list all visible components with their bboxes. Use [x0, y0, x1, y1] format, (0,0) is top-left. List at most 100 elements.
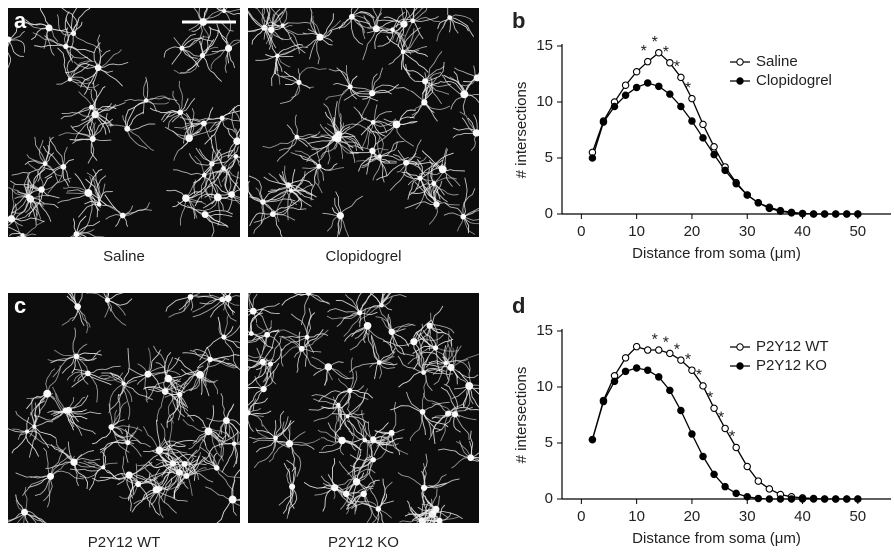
process: [77, 306, 89, 334]
process: [223, 156, 237, 174]
soma: [45, 24, 53, 32]
soma: [179, 45, 185, 51]
legend-marker: [736, 77, 744, 85]
process: [439, 504, 446, 521]
process: [421, 347, 436, 371]
process: [76, 343, 88, 357]
process: [282, 8, 288, 26]
process: [359, 311, 378, 316]
soma: [20, 233, 25, 237]
process: [366, 122, 374, 149]
process: [317, 166, 320, 186]
process: [69, 33, 74, 59]
process: [179, 365, 204, 395]
process: [43, 27, 50, 49]
process: [67, 189, 89, 194]
process: [268, 172, 289, 186]
process: [12, 428, 28, 432]
data-point: [677, 406, 685, 415]
process: [11, 196, 29, 214]
data-point: [710, 470, 718, 479]
process: [71, 293, 79, 307]
process: [319, 440, 343, 453]
process: [184, 449, 198, 465]
soma: [219, 115, 225, 121]
soma: [187, 294, 194, 300]
process: [63, 27, 69, 47]
process: [319, 13, 334, 38]
soma: [185, 134, 193, 142]
process: [461, 77, 478, 87]
process: [341, 440, 362, 451]
process: [53, 349, 77, 357]
process: [413, 341, 421, 367]
process: [8, 30, 25, 40]
data-point: [666, 59, 674, 67]
process: [423, 369, 444, 373]
process: [147, 347, 151, 375]
process: [71, 356, 77, 374]
process: [379, 141, 398, 157]
x-tick-label: 0: [577, 508, 585, 525]
process: [193, 348, 211, 360]
process: [338, 132, 364, 152]
y-tick-label: 15: [536, 37, 553, 54]
process: [83, 460, 104, 468]
process: [401, 51, 404, 70]
panel-letter: a: [14, 8, 27, 33]
process: [248, 386, 264, 390]
process: [290, 171, 306, 191]
process: [168, 378, 186, 390]
data-point: [721, 482, 729, 491]
process: [333, 117, 337, 139]
process: [307, 28, 321, 38]
micrograph: [8, 8, 240, 237]
process: [47, 166, 64, 194]
process: [165, 454, 187, 477]
process: [172, 197, 187, 208]
process: [440, 387, 456, 415]
process: [205, 359, 211, 386]
process: [160, 472, 180, 499]
process: [470, 456, 479, 459]
process: [391, 323, 416, 333]
data-point: [776, 207, 785, 215]
process: [248, 191, 274, 215]
process: [223, 336, 240, 349]
process: [281, 335, 308, 339]
process: [325, 86, 351, 101]
process: [301, 348, 322, 353]
process: [65, 410, 102, 415]
process: [375, 8, 382, 29]
y-tick-label: 10: [536, 93, 553, 110]
process: [66, 56, 74, 80]
data-point: [820, 210, 829, 218]
process: [217, 197, 221, 226]
process: [24, 171, 31, 197]
process: [347, 415, 369, 424]
process: [448, 17, 451, 33]
data-point: [666, 386, 674, 395]
process: [321, 437, 343, 443]
process: [270, 337, 282, 365]
process: [248, 293, 254, 312]
process: [349, 362, 380, 373]
process: [80, 67, 99, 88]
process: [173, 463, 187, 499]
process: [188, 121, 217, 139]
process: [156, 391, 166, 422]
process: [416, 159, 423, 179]
process: [294, 150, 320, 167]
process: [182, 352, 211, 360]
soma: [24, 429, 30, 434]
process: [235, 156, 240, 159]
process: [161, 461, 187, 477]
process: [210, 354, 240, 360]
data-point: [655, 82, 663, 91]
soma: [438, 165, 447, 174]
soma: [460, 213, 467, 220]
process: [293, 293, 309, 296]
process: [45, 461, 75, 469]
soma: [8, 215, 16, 223]
process: [371, 84, 410, 94]
